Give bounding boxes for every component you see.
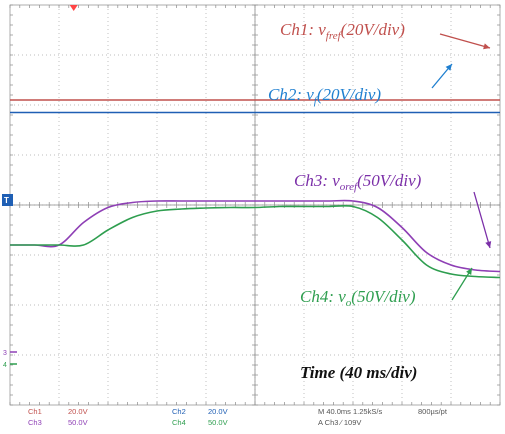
trigger-position-marker	[69, 5, 78, 11]
status-ch4-scale: 50.0V	[208, 418, 228, 427]
status-ch1-scale: 20.0V	[68, 407, 88, 416]
annotation-ch3: Ch3: voref(50V/div)	[294, 171, 422, 193]
status-trigger: A Ch3 ∕ 109V	[318, 418, 361, 427]
channel-markers: T 3 4	[2, 5, 78, 369]
status-record: 800µs/pt	[418, 407, 448, 416]
annotation-arrow-ch3	[473, 191, 491, 249]
graticule	[9, 4, 501, 406]
annotation-arrowhead-ch2	[445, 64, 452, 71]
annotation-ch2: Ch2: vf(20V/div)	[268, 85, 381, 107]
annotations: Ch1: vfref(20V/div) Ch2: vf(20V/div) Ch3: …	[268, 20, 492, 309]
annotation-ch4: Ch4: vo(50V/div)	[300, 287, 416, 309]
channel-marker-label: 4	[3, 362, 7, 369]
trigger-level-marker-label: T	[4, 196, 9, 205]
status-timebase: M 40.0ms 1.25kS/s	[318, 407, 382, 416]
annotation-ch1: Ch1: vfref(20V/div)	[280, 20, 405, 42]
status-ch3-name: Ch3	[28, 418, 42, 427]
trigger-level-marker	[2, 194, 13, 206]
annotation-arrowhead-ch4	[466, 268, 472, 275]
annotation-arrowhead-ch3	[485, 241, 492, 248]
status-ch3-scale: 50.0V	[68, 418, 88, 427]
status-bar: Ch1 20.0V Ch3 50.0V Ch2 20.0V Ch4 50.0V …	[28, 407, 448, 427]
status-ch2-name: Ch2	[172, 407, 186, 416]
trace-ch3	[10, 199, 501, 273]
annotation-arrowhead-ch1	[483, 43, 490, 50]
annotation-arrow-ch1	[439, 33, 491, 49]
status-ch2-scale: 20.0V	[208, 407, 228, 416]
trace-ch4	[10, 204, 501, 279]
channel-marker-label: 3	[3, 350, 7, 357]
time-label: Time (40 ms/div)	[300, 363, 417, 382]
traces	[9, 99, 501, 279]
status-ch1-name: Ch1	[28, 407, 42, 416]
status-ch4-name: Ch4	[172, 418, 186, 427]
